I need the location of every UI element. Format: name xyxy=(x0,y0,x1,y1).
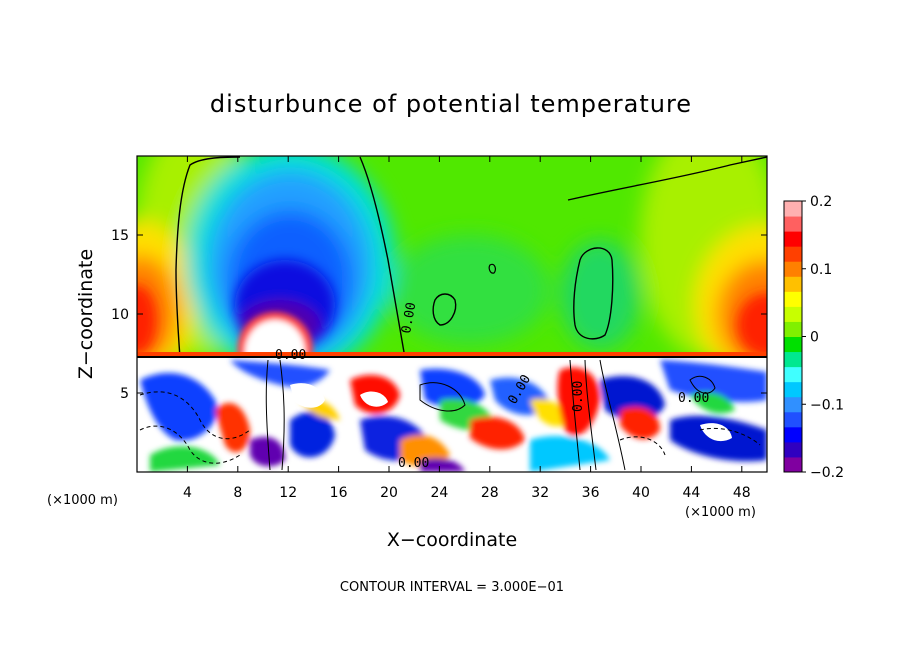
tropopause-band xyxy=(137,352,767,358)
y-axis-ticks: 5 10 15 xyxy=(111,228,767,402)
contour-label-4: 0.00 xyxy=(678,391,709,406)
colorbar-ticks: −0.2 −0.1 0 0.1 0.2 xyxy=(802,194,844,481)
x-tick-label: 44 xyxy=(682,485,700,501)
colorbar-swatch xyxy=(784,306,802,322)
colorbar-swatch xyxy=(784,396,802,413)
plume-contour-2 xyxy=(279,359,285,471)
x-tick-label: 28 xyxy=(481,485,499,501)
core-white-2 xyxy=(360,391,388,407)
x-tick-label: 16 xyxy=(330,485,348,501)
lower-field: 0.00 0.00 0.00 0.00 xyxy=(137,358,767,472)
colorbar-swatch xyxy=(784,456,802,473)
x-tick-label: 4 xyxy=(183,485,192,501)
z-unit-label: (×1000 m) xyxy=(47,493,118,508)
contour-zero-top-right xyxy=(567,156,767,201)
eddy-blue-1 xyxy=(140,372,218,441)
x-tick-label: 12 xyxy=(279,485,297,501)
colorbar-swatch xyxy=(784,201,802,217)
colorbar-swatch xyxy=(784,216,802,232)
colorbar-swatch xyxy=(784,261,802,277)
eddy-yellow-2 xyxy=(530,398,565,427)
y-tick-label: 5 xyxy=(120,386,129,402)
x-tick-label: 20 xyxy=(380,485,398,501)
colorbar-swatch xyxy=(784,336,802,353)
warm-anomaly-white xyxy=(245,320,305,358)
eddy-red-3 xyxy=(470,416,525,450)
colorbar-swatch xyxy=(784,426,802,443)
contour-closed-mid xyxy=(432,293,457,326)
y-axis-label: Z−coordinate xyxy=(75,249,97,379)
core-white-1 xyxy=(290,383,325,408)
eddy-cyan-1 xyxy=(530,436,610,472)
eddy-red-5 xyxy=(620,406,660,440)
y-tick-label: 10 xyxy=(111,307,129,323)
contour-tiny xyxy=(488,263,496,274)
wave-contour-2 xyxy=(139,425,241,464)
wave-contour-9 xyxy=(619,436,666,456)
colorbar-swatch xyxy=(784,291,802,307)
x-tick-label: 24 xyxy=(430,485,448,501)
colorbar-swatch xyxy=(784,381,802,398)
tropopause-line xyxy=(137,356,767,358)
eddy-green-1 xyxy=(150,446,220,472)
colorbar-tick-label: 0 xyxy=(810,330,819,346)
eddy-purple-2 xyxy=(420,458,465,472)
warm-core-left xyxy=(137,285,157,355)
green-lobe-right xyxy=(560,240,640,350)
eddy-blue-2 xyxy=(230,360,330,387)
contour-zero-mid xyxy=(359,156,406,358)
contour-label-6: 0.00 xyxy=(275,348,306,363)
wave-contour-8 xyxy=(699,427,761,446)
eddy-blue-3 xyxy=(290,411,335,458)
eddy-green-3 xyxy=(690,392,735,414)
wave-contour-3 xyxy=(569,359,581,471)
colorbar-swatch xyxy=(784,366,802,383)
colorbar-swatch xyxy=(784,411,802,428)
contour-label-5: 0.00 xyxy=(398,456,429,471)
colorbar-swatch xyxy=(784,321,802,337)
contour-label-2: 0.00 xyxy=(571,381,586,412)
contour-label-1: 0.00 xyxy=(399,301,419,334)
contour-closed-right xyxy=(573,247,614,340)
x-tick-label: 36 xyxy=(582,485,600,501)
colorbar xyxy=(784,201,802,473)
colorbar-tick-label: −0.2 xyxy=(810,465,844,481)
colorbar-tick-label: −0.1 xyxy=(810,397,844,413)
upper-field: 0.00 xyxy=(137,156,767,358)
eddy-red-1 xyxy=(215,402,250,453)
x-tick-label: 32 xyxy=(531,485,549,501)
x-tick-label: 8 xyxy=(233,485,242,501)
warm-core-right xyxy=(737,293,767,357)
eddy-red-4 xyxy=(557,367,600,436)
eddy-blue-7 xyxy=(600,376,665,421)
x-tick-label: 48 xyxy=(733,485,751,501)
x-tick-label: 40 xyxy=(632,485,650,501)
heatmap-field: 0.00 xyxy=(137,156,767,472)
wave-contour-6 xyxy=(689,375,716,394)
contour-zero-left xyxy=(175,156,241,358)
green-lobe-mid xyxy=(390,235,550,345)
colorbar-tick-label: 0.2 xyxy=(810,194,832,210)
eddy-blue-8 xyxy=(660,360,767,402)
colorbar-swatch xyxy=(784,351,802,368)
wave-contour-7 xyxy=(419,382,466,412)
x-axis-ticks: 4 8 12 16 20 24 28 32 36 40 44 48 xyxy=(183,156,751,501)
colorbar-swatch xyxy=(784,276,802,292)
wave-contour-5 xyxy=(599,359,626,471)
wave-contour-4 xyxy=(584,359,597,471)
plume-contour-1 xyxy=(265,359,271,471)
colorbar-swatch xyxy=(784,441,802,458)
contour-interval-note: CONTOUR INTERVAL = 3.000E−01 xyxy=(340,580,564,595)
x-axis-label: X−coordinate xyxy=(387,529,517,551)
wave-contour-1 xyxy=(139,391,251,440)
eddy-purple-1 xyxy=(250,436,285,467)
core-white-3 xyxy=(700,423,732,442)
chart-title: disturbunce of potential temperature xyxy=(210,90,692,118)
colorbar-tick-label: 0.1 xyxy=(810,262,832,278)
colorbar-swatch xyxy=(784,246,802,262)
colorbar-swatch xyxy=(784,231,802,247)
y-tick-label: 15 xyxy=(111,228,129,244)
x-unit-label: (×1000 m) xyxy=(685,505,756,520)
